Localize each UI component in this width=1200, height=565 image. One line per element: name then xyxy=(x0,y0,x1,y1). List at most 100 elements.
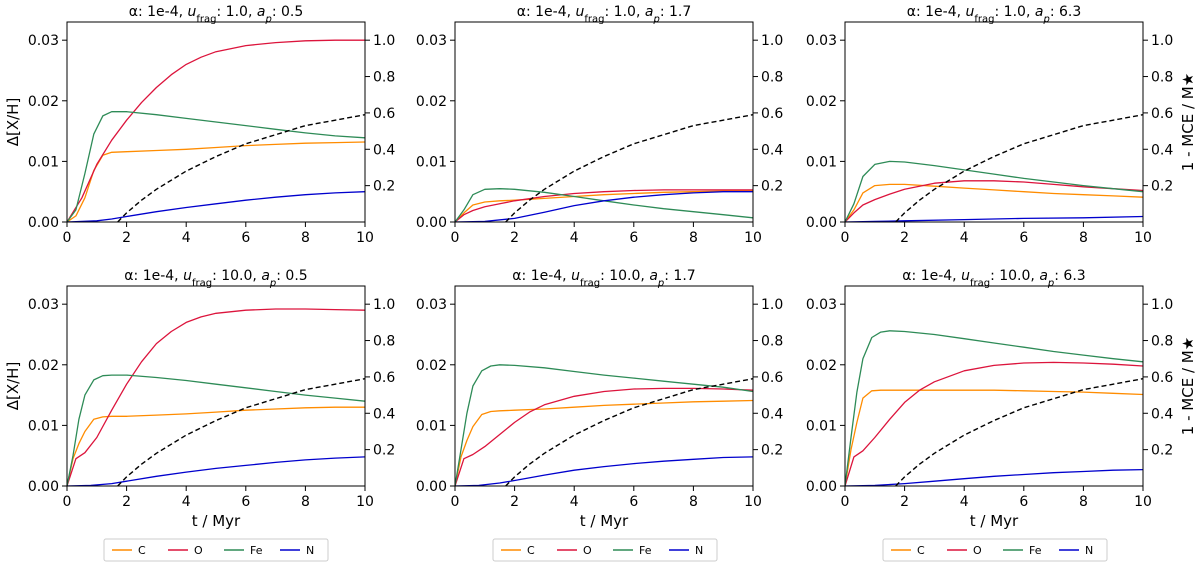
legend-box xyxy=(882,538,1108,562)
legend-label-c: C xyxy=(917,544,925,557)
legend-label-fe: Fe xyxy=(250,544,263,557)
series-line-c xyxy=(455,399,753,486)
y-tick-label-left: 0.00 xyxy=(416,479,447,495)
y-tick-label-left: 0.02 xyxy=(28,358,59,374)
panels: 0 2 4 6 8 10 0.00 0.01 0.02 0.03 0.2 0.4 0.6 0.8 1.0 α:… xyxy=(4,4,1197,530)
y-tick-label-left: 0.01 xyxy=(806,154,837,170)
series-lines xyxy=(845,330,1143,486)
x-tick-label: 6 xyxy=(241,230,250,246)
y-tick-label-right: 0.8 xyxy=(761,334,783,350)
y-tick-label-right: 0.4 xyxy=(761,406,783,422)
panel-title: α: 1e-4, ufrag: 1.0, ap: 1.7 xyxy=(517,4,692,25)
panel-6: 0 2 4 6 8 10 0.00 0.01 0.02 0.03 0.2 0.4 0.6 0.8 1.0 α:… xyxy=(806,268,1197,530)
y-tick-label-left: 0.02 xyxy=(416,358,447,374)
y-tick-label-right: 1.0 xyxy=(373,33,395,49)
y-tick-label-right: 0.4 xyxy=(373,142,395,158)
series-line-o xyxy=(67,308,365,486)
series-lines xyxy=(67,308,365,486)
plot-frame xyxy=(454,285,754,487)
series-line-c xyxy=(845,183,1143,222)
y-tick-label-left: 0.02 xyxy=(28,94,59,110)
y-tick-label-right: 0.2 xyxy=(373,179,395,195)
plot-frame xyxy=(66,21,366,223)
x-tick-label: 6 xyxy=(629,230,638,246)
x-tick-label: 8 xyxy=(301,494,310,510)
y-tick-label-right: 1.0 xyxy=(373,297,395,313)
y-tick-label-right: 0.8 xyxy=(373,70,395,86)
series-line-mce xyxy=(117,114,365,222)
series-line-c xyxy=(67,141,365,222)
series-line-n xyxy=(845,215,1143,222)
series-line-fe xyxy=(845,330,1143,486)
series-line-o xyxy=(845,361,1143,486)
panel-title: α: 1e-4, ufrag: 10.0, ap: 1.7 xyxy=(512,268,695,289)
panel-5: 0 2 4 6 8 10 0.00 0.01 0.02 0.03 0.2 0.4 0.6 0.8 1.0 α:… xyxy=(416,268,784,530)
x-tick-label: 6 xyxy=(241,494,250,510)
panel-title: α: 1e-4, ufrag: 1.0, ap: 6.3 xyxy=(907,4,1082,25)
legend-label-c: C xyxy=(138,544,146,557)
x-tick-label: 10 xyxy=(744,494,762,510)
series-line-n xyxy=(455,191,753,222)
y-tick-label-right: 1.0 xyxy=(761,297,783,313)
x-tick-label: 0 xyxy=(63,230,72,246)
x-axis-label: t / Myr xyxy=(970,512,1019,530)
panel-title: α: 1e-4, ufrag: 10.0, ap: 0.5 xyxy=(124,268,307,289)
series-line-mce xyxy=(505,114,753,222)
legend-3: C O Fe N xyxy=(882,538,1108,562)
y-tick-label-right: 0.4 xyxy=(761,142,783,158)
y-tick-label-left: 0.01 xyxy=(28,418,59,434)
y-tick-label-right: 0.4 xyxy=(373,406,395,422)
panel-title: α: 1e-4, ufrag: 1.0, ap: 0.5 xyxy=(129,4,304,25)
y-tick-label-right: 0.2 xyxy=(761,179,783,195)
x-tick-label: 10 xyxy=(744,230,762,246)
x-tick-label: 8 xyxy=(689,494,698,510)
y-tick-label-left: 0.01 xyxy=(806,418,837,434)
x-tick-label: 6 xyxy=(1019,230,1028,246)
y-tick-label-right: 0.2 xyxy=(1151,443,1173,459)
y-tick-label-left: 0.00 xyxy=(28,215,59,231)
y-tick-label-right: 0.8 xyxy=(1151,70,1173,86)
y-tick-label-left: 0.00 xyxy=(28,479,59,495)
y-axis-label-left: Δ[X/H] xyxy=(4,362,22,411)
y-tick-label-right: 0.8 xyxy=(761,70,783,86)
legend-label-n: N xyxy=(1085,544,1093,557)
series-line-mce xyxy=(505,378,753,486)
panel-4: 0 2 4 6 8 10 0.00 0.01 0.02 0.03 0.2 0.4 0.6 0.8 1.0 α:… xyxy=(4,268,395,530)
legend-label-n: N xyxy=(306,544,314,557)
y-tick-label-right: 0.6 xyxy=(761,106,783,122)
panel-3: 0 2 4 6 8 10 0.00 0.01 0.02 0.03 0.2 0.4 0.6 0.8 1.0 α:… xyxy=(806,4,1197,246)
series-line-mce xyxy=(895,378,1143,486)
series-lines xyxy=(455,114,753,222)
x-tick-label: 4 xyxy=(960,230,969,246)
x-tick-label: 8 xyxy=(301,230,310,246)
y-tick-label-right: 0.6 xyxy=(1151,370,1173,386)
legend-label-n: N xyxy=(695,544,703,557)
y-tick-label-right: 1.0 xyxy=(1151,33,1173,49)
x-tick-label: 2 xyxy=(510,494,519,510)
y-tick-label-left: 0.00 xyxy=(806,479,837,495)
x-tick-label: 0 xyxy=(451,494,460,510)
legend-label-fe: Fe xyxy=(1029,544,1042,557)
x-tick-label: 4 xyxy=(182,494,191,510)
series-line-o xyxy=(845,180,1143,222)
x-tick-label: 0 xyxy=(451,230,460,246)
series-line-c xyxy=(67,406,365,486)
legend-label-o: O xyxy=(194,544,203,557)
series-line-o xyxy=(455,387,753,486)
series-line-mce xyxy=(895,114,1143,222)
x-tick-label: 10 xyxy=(1134,494,1152,510)
series-line-n xyxy=(67,456,365,486)
x-tick-label: 2 xyxy=(900,230,909,246)
series-lines xyxy=(67,39,365,222)
y-tick-label-left: 0.01 xyxy=(416,418,447,434)
x-axis-label: t / Myr xyxy=(580,512,629,530)
legend-box xyxy=(492,538,718,562)
y-tick-label-right: 0.6 xyxy=(373,370,395,386)
y-tick-label-left: 0.02 xyxy=(806,94,837,110)
x-tick-label: 4 xyxy=(570,494,579,510)
x-tick-label: 4 xyxy=(960,494,969,510)
x-tick-label: 0 xyxy=(841,230,850,246)
series-line-fe xyxy=(845,160,1143,222)
legend-label-o: O xyxy=(583,544,592,557)
